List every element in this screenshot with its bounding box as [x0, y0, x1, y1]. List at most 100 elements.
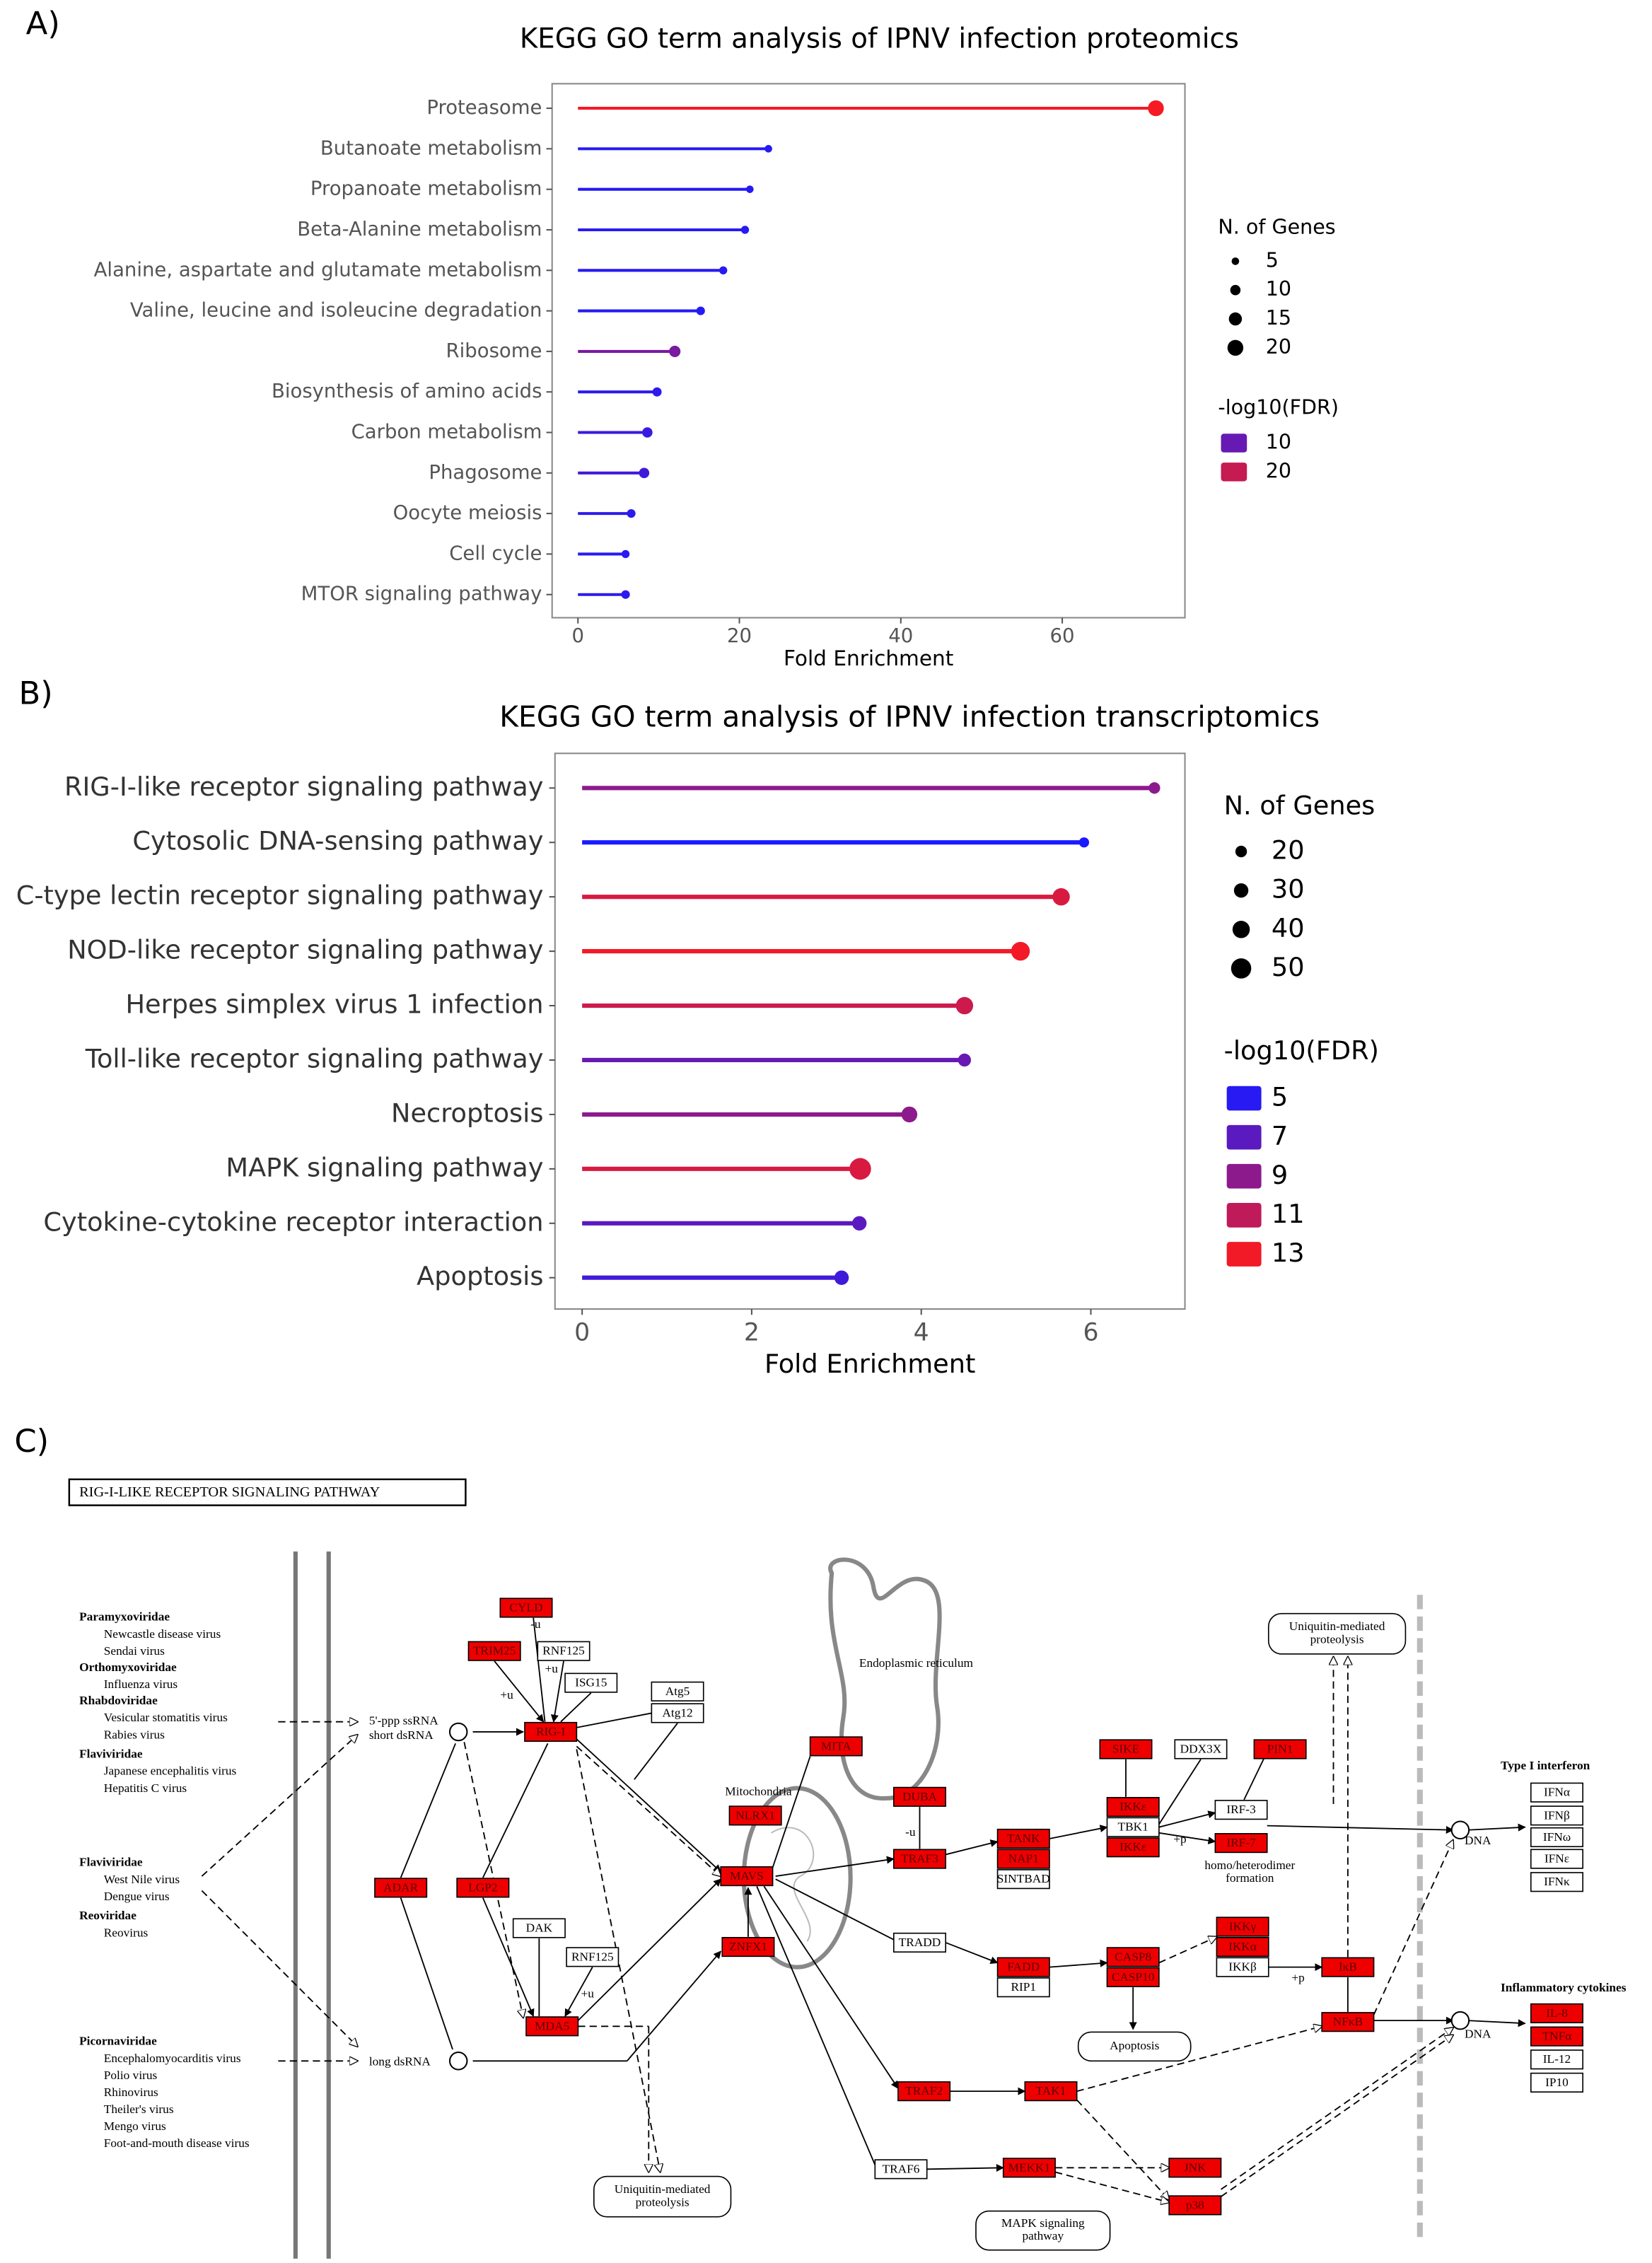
- legend-label: 11: [1272, 1199, 1305, 1229]
- x-axis-label: Fold Enrichment: [764, 1349, 975, 1379]
- lollipop-dot: [696, 306, 705, 315]
- chart-title: KEGG GO term analysis of IPNV infection …: [520, 23, 1239, 55]
- gene-box: [1106, 1797, 1160, 1817]
- gene-box: [1168, 2158, 1222, 2178]
- lollipop-dot: [958, 1053, 972, 1067]
- gene-box: [1530, 1827, 1583, 1848]
- category-label: C-type lectin receptor signaling pathway: [16, 880, 544, 911]
- virus-family: Paramyxoviridae: [79, 1610, 170, 1624]
- pathway-edge: [1076, 2099, 1169, 2199]
- gene-label: IFNα: [1544, 1786, 1570, 1799]
- gene-box: [1321, 2012, 1375, 2032]
- x-axis-label: Fold Enrichment: [784, 646, 953, 670]
- gene-label: FADD: [1007, 1960, 1040, 1974]
- gene-box: [1024, 2081, 1078, 2102]
- gene-label: TRADD: [899, 1936, 941, 1949]
- gene-label: TRAF2: [905, 2084, 943, 2098]
- legend-label: 50: [1272, 952, 1305, 982]
- pathway-edge: [945, 1942, 999, 1965]
- virus-name: Japanese encephalitis virus: [104, 1764, 237, 1778]
- gene-box: [651, 1703, 704, 1723]
- legend-label: 20: [1266, 458, 1291, 482]
- virus-name: Vesicular stomatitis virus: [104, 1711, 228, 1724]
- gene-box: [809, 1736, 863, 1757]
- pathway-edge: [1373, 1840, 1453, 2015]
- pathway-edge: [627, 1950, 721, 2061]
- gene-label: ZNFX1: [729, 1940, 767, 1953]
- x-tick-label: 0: [574, 1319, 590, 1347]
- legend-label: 9: [1272, 1160, 1288, 1190]
- gene-box: [1253, 1739, 1307, 1759]
- legend-label: 40: [1272, 913, 1305, 943]
- diagram-label: Mitochondria: [725, 1785, 792, 1798]
- gene-label: IL-12: [1543, 2052, 1571, 2066]
- lollipop-dot: [1052, 888, 1070, 906]
- pathway-edge: [634, 1723, 678, 1780]
- pathway-link-label: MAPK signaling: [1001, 2216, 1085, 2230]
- gene-box: [512, 1918, 566, 1938]
- gene-label: NAP1: [1008, 1852, 1039, 1866]
- gene-label: DUBA: [902, 1790, 938, 1803]
- category-label: MTOR signaling pathway: [301, 583, 542, 605]
- legend-swatch: [1226, 1203, 1262, 1228]
- legend-size-dot: [1227, 339, 1244, 356]
- pathway-edge: [201, 1890, 357, 2046]
- gene-box: [467, 1641, 521, 1661]
- compound: [1450, 2011, 1470, 2030]
- legend-label: 5: [1266, 248, 1279, 272]
- legend-size-dot: [1233, 883, 1249, 898]
- gene-box: [874, 2159, 928, 2180]
- gene-box: [892, 1849, 947, 1869]
- pathway-edge: [756, 1885, 876, 2165]
- category-label: Valine, leucine and isoleucine degradati…: [130, 299, 542, 322]
- virus-name: Encephalomyocarditis virus: [104, 2052, 241, 2065]
- legend-size-dot: [1231, 257, 1240, 265]
- legend-label: 15: [1266, 306, 1291, 330]
- virus-name: Influenza virus: [104, 1677, 178, 1691]
- diagram-label: homo/heterodimer: [1204, 1858, 1295, 1872]
- gene-label: NFκB: [1333, 2015, 1363, 2028]
- gene-label: TANK: [1007, 1832, 1040, 1845]
- lollipop-dot: [669, 345, 681, 357]
- category-label: Toll-like receptor signaling pathway: [85, 1043, 544, 1074]
- gene-box: [1106, 1947, 1160, 1967]
- gene-label: JNK: [1184, 2160, 1206, 2174]
- legend-size-dot: [1230, 284, 1241, 296]
- modifier-label: +u: [500, 1688, 513, 1701]
- diagram-label: DNA: [1465, 2028, 1491, 2041]
- category-label: RIG-I-like receptor signaling pathway: [64, 772, 543, 802]
- pathway-edge: [1220, 2028, 1453, 2190]
- pathway-edge: [1267, 1825, 1454, 1834]
- gene-box: [1530, 1872, 1583, 1892]
- gene-box: [1216, 1916, 1269, 1937]
- pathway-edge: [775, 1856, 895, 1877]
- pathway-link: [1077, 2031, 1192, 2062]
- pathway-edge: [400, 1743, 456, 1878]
- gene-box: [721, 1936, 775, 1957]
- legend-swatch: [1226, 1163, 1262, 1189]
- lollipop-dot: [627, 509, 636, 518]
- x-tick-label: 60: [1050, 624, 1075, 647]
- legend-title: N. of Genes: [1224, 790, 1375, 820]
- gene-label: SIKE: [1112, 1742, 1139, 1755]
- mitochondria-inner: [771, 1827, 815, 1942]
- gene-label: CYLD: [509, 1600, 542, 1614]
- legend-title: N. of Genes: [1218, 214, 1335, 238]
- category-label: Cytosolic DNA-sensing pathway: [132, 826, 543, 856]
- gene-box: [1216, 1957, 1269, 1977]
- gene-box: [1530, 2072, 1583, 2093]
- legend-swatch: [1221, 434, 1247, 453]
- virus-family: Orthomyxoviridae: [79, 1660, 177, 1674]
- diagram-label: 5'-ppp ssRNA: [369, 1714, 438, 1728]
- gene-box: [1168, 2195, 1222, 2216]
- pathway-edge: [201, 1735, 357, 1877]
- category-label: MAPK signaling pathway: [226, 1152, 543, 1182]
- pathway-edge: [1158, 1759, 1202, 1825]
- category-label: Phagosome: [429, 461, 542, 484]
- lollipop-dot: [849, 1158, 871, 1180]
- lollipop-dot: [740, 226, 750, 234]
- section-label: Inflammatory cytokines: [1501, 1981, 1627, 1994]
- category-label: Biosynthesis of amino acids: [272, 380, 542, 402]
- category-label: Necroptosis: [391, 1098, 543, 1128]
